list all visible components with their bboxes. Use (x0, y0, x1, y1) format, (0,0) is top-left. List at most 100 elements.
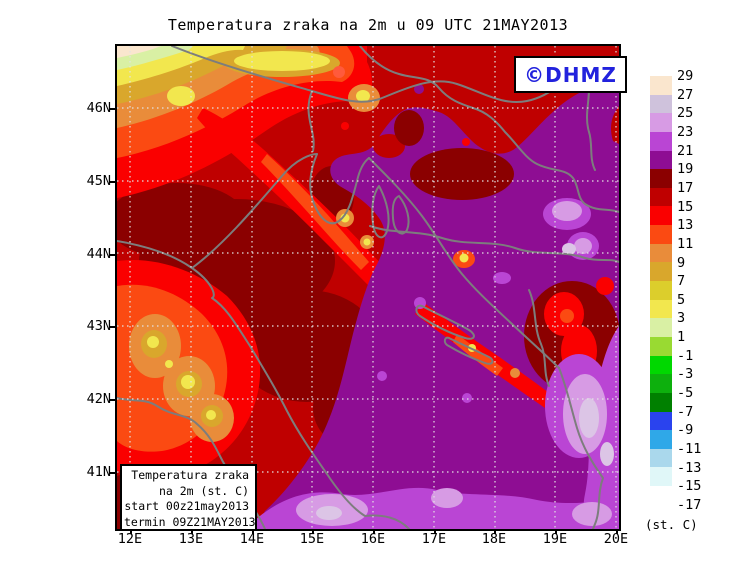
legend-boundary-label: 9 (677, 254, 686, 271)
x-axis-tick (130, 529, 132, 534)
x-axis-label: 18E (481, 531, 507, 547)
legend-boundary-label: -5 (677, 385, 694, 402)
x-axis-tick (191, 529, 193, 534)
coast-italy-adriatic (117, 240, 410, 529)
legend-cell (650, 448, 672, 468)
legend-boundary-label: -9 (677, 422, 694, 439)
legend-boundary-label: -7 (677, 403, 694, 420)
legend-boundary-label: -11 (677, 441, 702, 457)
x-axis-tick (494, 529, 496, 534)
legend-cell (650, 392, 672, 412)
map-plot-frame (115, 44, 621, 531)
legend-cell (650, 281, 672, 300)
page-title: Temperatura zraka na 2m u 09 UTC 21MAY20… (167, 16, 569, 34)
legend-boundary-label: -1 (677, 347, 694, 364)
info-line: Temperatura zraka (131, 468, 249, 482)
border-northeast (359, 46, 619, 213)
legend-boundary-label: 15 (677, 198, 694, 215)
dhmz-logo-box: ©DHMZ (514, 56, 627, 93)
legend-cell (650, 299, 672, 319)
border-sava (369, 225, 619, 263)
coast-montenegro (558, 367, 604, 529)
y-axis-tick (110, 108, 115, 110)
legend-boundary-label: 11 (677, 235, 694, 252)
y-axis-label: 45N (86, 173, 111, 189)
info-line: termin 09Z21MAY2013 (124, 514, 256, 529)
temperature-map-svg (117, 46, 619, 529)
x-axis-label: 20E (603, 531, 629, 547)
x-axis-tick (312, 529, 314, 534)
island-dalmatia-2 (443, 336, 494, 365)
y-axis-tick (110, 326, 115, 328)
y-axis-label: 41N (86, 464, 111, 480)
legend-cell (650, 262, 672, 282)
x-axis-label: 12E (117, 531, 143, 547)
y-axis-label: 43N (86, 318, 111, 334)
x-axis-label: 19E (542, 531, 568, 547)
x-axis-label: 17E (421, 531, 447, 547)
legend-cell (650, 243, 672, 263)
x-axis-tick (434, 529, 436, 534)
legend-boundary-label: 5 (677, 291, 686, 308)
country-borders (117, 46, 619, 529)
legend-cell (650, 94, 672, 114)
coast-kvarner-velebit (368, 157, 560, 369)
y-axis-tick (110, 254, 115, 256)
x-axis-label: 16E (360, 531, 386, 547)
legend-cell (650, 169, 672, 188)
x-axis-tick (252, 529, 254, 534)
y-axis-label: 44N (86, 246, 111, 262)
dhmz-logo-label: ©DHMZ (524, 62, 617, 87)
x-axis-label: 14E (239, 531, 265, 547)
legend-boundary-label: 1 (677, 329, 686, 346)
x-axis-label: 15E (299, 531, 325, 547)
legend-boundary-label: 3 (677, 310, 686, 327)
legend-boundary-label: 21 (677, 142, 694, 159)
legend-cell (650, 374, 672, 393)
legend-boundary-label: 27 (677, 86, 694, 103)
legend-cell (650, 131, 672, 151)
legend-boundary-label: 29 (677, 68, 694, 84)
legend-boundary-label: -13 (677, 459, 702, 476)
legend-boundary-label: 19 (677, 161, 694, 178)
legend-cell (650, 150, 672, 170)
orchid-patches (245, 198, 619, 529)
y-axis-label: 42N (86, 391, 111, 407)
legend-boundary-label: 13 (677, 217, 694, 234)
istria-outline (309, 153, 370, 225)
island-dalmatia-1 (415, 304, 475, 340)
northeast-details (341, 58, 619, 200)
legend-boundary-label: 17 (677, 179, 694, 196)
y-axis-tick (110, 181, 115, 183)
legend-cell (650, 467, 672, 487)
legend-color-bar (650, 76, 672, 505)
x-axis-tick (616, 529, 618, 534)
x-axis-label: 13E (178, 531, 204, 547)
x-axis-tick (373, 529, 375, 534)
legend-boundary-label: -15 (677, 478, 702, 495)
legend-cell (650, 430, 672, 449)
legend-cell (650, 113, 672, 132)
legend-cell (650, 336, 672, 356)
alps-cold-bands (117, 46, 380, 198)
legend-cell (650, 411, 672, 431)
legend-cell (650, 206, 672, 226)
legend-boundary-label: 7 (677, 273, 686, 290)
info-line: na 2m (st. C) (158, 483, 249, 498)
border-drina (528, 289, 550, 387)
info-line: start 00z21may2013 (124, 499, 249, 513)
legend-boundary-label: -3 (677, 366, 694, 383)
legend-cell (650, 225, 672, 244)
y-axis-tick (110, 472, 115, 474)
purple-regions (255, 78, 619, 529)
legend-boundary-label: 23 (677, 123, 694, 140)
x-axis-tick (555, 529, 557, 534)
info-box: Temperatura zraka na 2m (st. C) start 00… (120, 464, 257, 531)
y-axis-tick (110, 399, 115, 401)
coast-venice-trieste (191, 153, 318, 269)
y-axis-label: 46N (86, 100, 111, 116)
legend-cell (650, 76, 672, 95)
legend-boundary-label: -17 (677, 496, 702, 513)
legend-cell (650, 355, 672, 375)
